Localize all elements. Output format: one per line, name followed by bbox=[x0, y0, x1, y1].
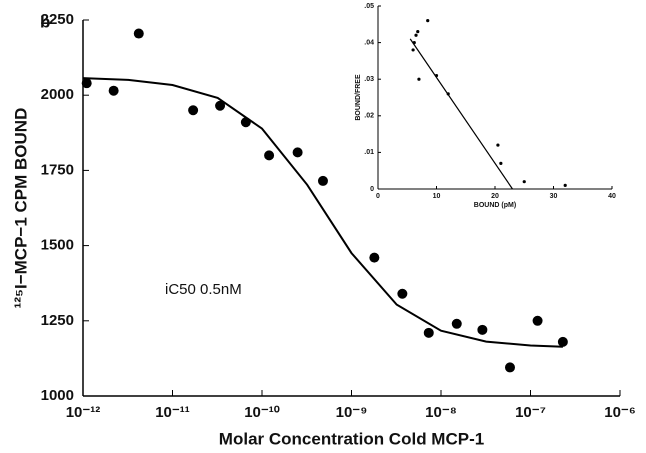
y-tick-label: 2250 bbox=[41, 11, 74, 28]
data-point bbox=[423, 327, 434, 338]
data-point bbox=[446, 92, 450, 96]
data-point bbox=[108, 85, 119, 96]
y-tick-label: .02 bbox=[364, 113, 374, 120]
x-axis-title: BOUND (pM) bbox=[474, 202, 516, 209]
data-point bbox=[417, 77, 421, 81]
y-tick-label: 1750 bbox=[41, 161, 74, 178]
data-point bbox=[188, 105, 199, 116]
data-point bbox=[522, 180, 526, 184]
y-axis-title: ¹²⁵I−MCP−1 CPM BOUND bbox=[11, 108, 30, 309]
data-point bbox=[496, 143, 500, 147]
x-axis-title: Molar Concentration Cold MCP-1 bbox=[219, 429, 484, 448]
x-tick-label: 10⁻¹² bbox=[66, 404, 101, 421]
data-point bbox=[215, 100, 226, 111]
fit-line bbox=[409, 38, 513, 190]
x-tick-label: 10⁻⁹ bbox=[336, 404, 368, 421]
y-tick-label: 0 bbox=[370, 186, 374, 193]
data-point bbox=[434, 73, 439, 78]
y-tick-label: 1500 bbox=[41, 237, 74, 254]
data-point bbox=[557, 336, 568, 347]
y-tick-label: 1000 bbox=[41, 387, 74, 404]
x-tick-label: 10⁻¹⁰ bbox=[244, 404, 280, 421]
x-tick-label: 10⁻⁸ bbox=[425, 404, 457, 421]
x-tick-label: 0 bbox=[376, 193, 380, 200]
data-point bbox=[563, 183, 567, 187]
data-point bbox=[414, 33, 418, 37]
x-tick-label: 30 bbox=[550, 193, 558, 200]
data-point bbox=[504, 362, 515, 373]
annotation: iC50 0.5nM bbox=[165, 281, 242, 298]
x-tick-label: 10⁻¹¹ bbox=[155, 404, 190, 421]
data-point bbox=[451, 318, 462, 329]
data-point bbox=[133, 28, 144, 39]
data-point bbox=[397, 288, 408, 299]
y-tick-label: 2000 bbox=[41, 86, 74, 103]
data-point bbox=[411, 48, 415, 52]
panel-label: b bbox=[40, 12, 50, 31]
x-tick-label: 10 bbox=[433, 193, 441, 200]
x-tick-label: 40 bbox=[608, 193, 616, 200]
x-tick-label: 20 bbox=[491, 193, 499, 200]
y-tick-label: .05 bbox=[364, 3, 374, 10]
y-tick-label: .03 bbox=[364, 76, 374, 83]
data-point bbox=[81, 78, 92, 89]
data-point bbox=[240, 117, 251, 128]
data-point bbox=[426, 19, 430, 23]
y-tick-label: 1250 bbox=[41, 312, 74, 329]
data-point bbox=[477, 324, 488, 335]
data-point bbox=[416, 30, 420, 34]
data-point bbox=[317, 175, 328, 186]
y-tick-label: .04 bbox=[364, 39, 374, 46]
data-point bbox=[292, 147, 303, 158]
y-axis-title: BOUND/FREE bbox=[355, 74, 362, 121]
x-tick-label: 10⁻⁷ bbox=[515, 404, 546, 421]
data-point bbox=[532, 315, 543, 326]
data-point bbox=[499, 161, 503, 165]
data-point bbox=[412, 41, 416, 45]
y-tick-label: .01 bbox=[364, 149, 374, 156]
data-point bbox=[369, 252, 380, 263]
fit-line bbox=[82, 77, 563, 348]
data-point bbox=[264, 150, 275, 161]
x-tick-label: 10⁻⁶ bbox=[604, 404, 636, 421]
